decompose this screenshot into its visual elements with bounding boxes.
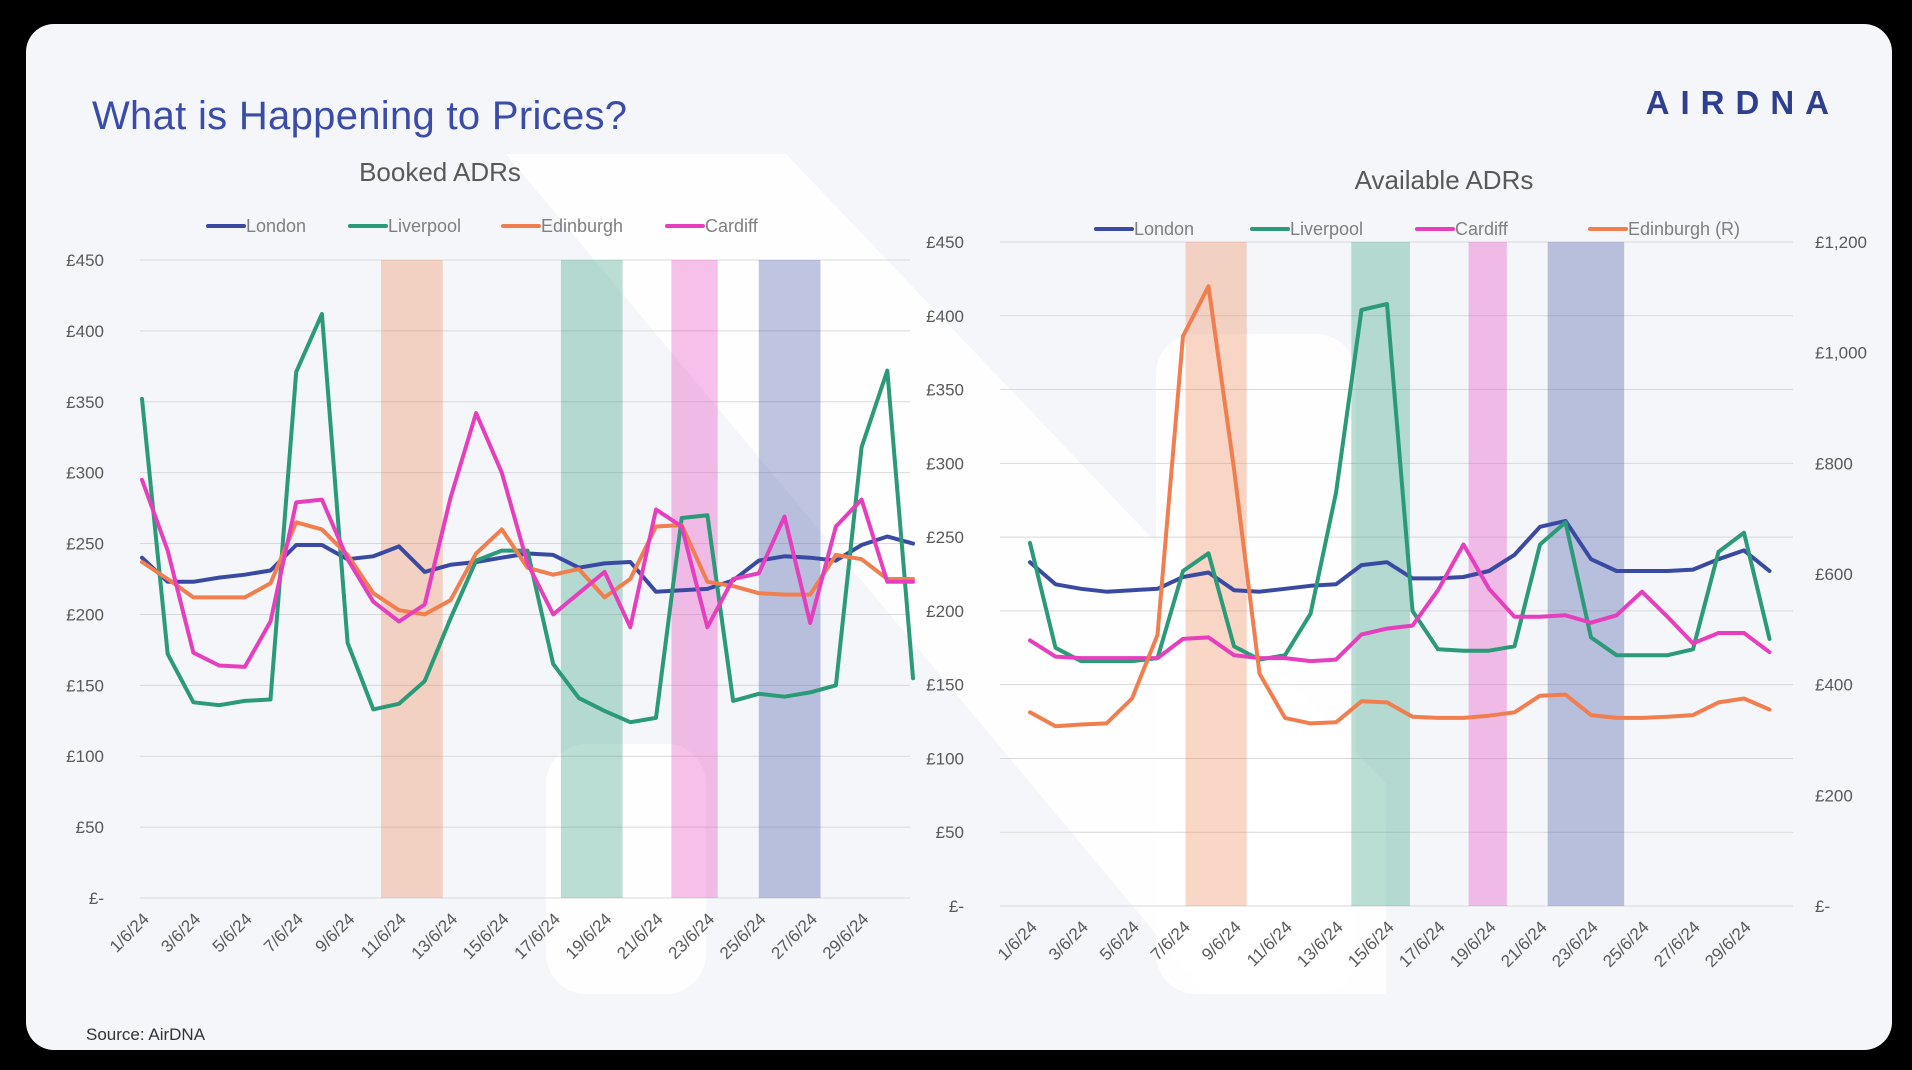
booked-adrs-legend-label-cardiff: Cardiff [705,216,759,236]
booked-adrs-y-tick-label: £400 [66,322,104,341]
available-adrs-x-tick-label: 5/6/24 [1096,917,1143,964]
available-adrs-y-tick-label: £400 [926,307,964,326]
watermark-shape [506,154,1386,994]
available-adrs-y-tick-label: £150 [926,676,964,695]
booked-adrs-y-tick-label: £300 [66,464,104,483]
booked-adrs-title: Booked ADRs [359,157,521,187]
available-adrs-y-tick-label: £- [949,897,964,916]
available-adrs-y2-tick-label: £1,000 [1815,344,1867,363]
available-adrs-series-edinburgh-r [1028,284,1772,729]
available-adrs-x-tick-label: 27/6/24 [1650,917,1704,971]
available-adrs-y2-tick-label: £1,200 [1815,233,1867,252]
available-adrs-x-tick-label: 29/6/24 [1701,917,1755,971]
available-adrs-x-tick-label: 15/6/24 [1344,917,1398,971]
available-adrs-x-tick-label: 11/6/24 [1243,917,1296,970]
page-title: What is Happening to Prices? [92,94,628,138]
available-adrs-y-tick-label: £50 [936,823,964,842]
booked-adrs-legend-label-london: London [246,216,306,236]
booked-adrs-y-tick-label: £100 [66,747,104,766]
available-adrs-x-tick-label: 25/6/24 [1599,917,1653,971]
available-adrs-y2-tick-label: £800 [1815,454,1853,473]
available-adrs-y-tick-label: £300 [926,454,964,473]
available-adrs-highlight-band-liverpool [1351,242,1410,906]
available-adrs-y-tick-label: £450 [926,233,964,252]
available-adrs-x-tick-label: 23/6/24 [1548,917,1602,971]
available-adrs-x-tick-label: 3/6/24 [1045,917,1092,964]
booked-adrs-y-tick-label: £150 [66,676,104,695]
airdna-logo: AIRDNA [1645,84,1840,121]
available-adrs-highlight-band-london [1547,242,1625,906]
available-adrs-y2-tick-label: £600 [1815,565,1853,584]
available-adrs-x-tick-label: 1/6/24 [994,917,1041,964]
booked-adrs-highlight-band-london [758,260,821,898]
booked-adrs-series-liverpool [140,311,915,725]
available-adrs-legend-label-london: London [1134,219,1194,239]
available-adrs-y2-tick-label: £200 [1815,786,1853,805]
available-adrs-legend-label-liverpool: Liverpool [1290,219,1363,239]
source-note: Source: AirDNA [86,1025,206,1044]
available-adrs-x-tick-label: 13/6/24 [1293,917,1347,971]
available-adrs-y-tick-label: £250 [926,528,964,547]
booked-adrs-y-tick-label: £350 [66,393,104,412]
available-adrs-legend-label-cardiff: Cardiff [1455,219,1509,239]
available-adrs-y2-tick-label: £400 [1815,676,1853,695]
booked-adrs-y-tick-label: £200 [66,605,104,624]
booked-adrs-y-tick-label: £450 [66,251,104,270]
booked-adrs-y-tick-label: £- [89,889,104,908]
available-adrs-title: Available ADRs [1355,165,1534,195]
booked-adrs-highlight-band-liverpool [560,260,623,898]
available-adrs-x-tick-label: 19/6/24 [1446,917,1500,971]
available-adrs-y-tick-label: £200 [926,602,964,621]
booked-adrs-series-cardiff [140,411,915,669]
available-adrs-x-tick-label: 7/6/24 [1147,917,1194,964]
available-adrs-x-tick-label: 21/6/24 [1497,917,1551,971]
booked-adrs-legend-label-liverpool: Liverpool [388,216,461,236]
available-adrs-series-cardiff [1028,542,1772,664]
available-adrs-y-tick-label: £100 [926,749,964,768]
available-adrs-y-tick-label: £350 [926,381,964,400]
booked-adrs-y-tick-label: £250 [66,535,104,554]
booked-adrs-y-tick-label: £50 [76,818,104,837]
available-adrs-x-tick-label: 9/6/24 [1198,917,1245,964]
available-adrs-x-tick-label: 17/6/24 [1395,917,1449,971]
available-adrs-legend-label-edinburgh-r: Edinburgh (R) [1628,219,1740,239]
available-adrs-y2-tick-label: £- [1815,897,1830,916]
available-adrs-series-london [1028,518,1772,594]
booked-adrs-legend-label-edinburgh: Edinburgh [541,216,623,236]
